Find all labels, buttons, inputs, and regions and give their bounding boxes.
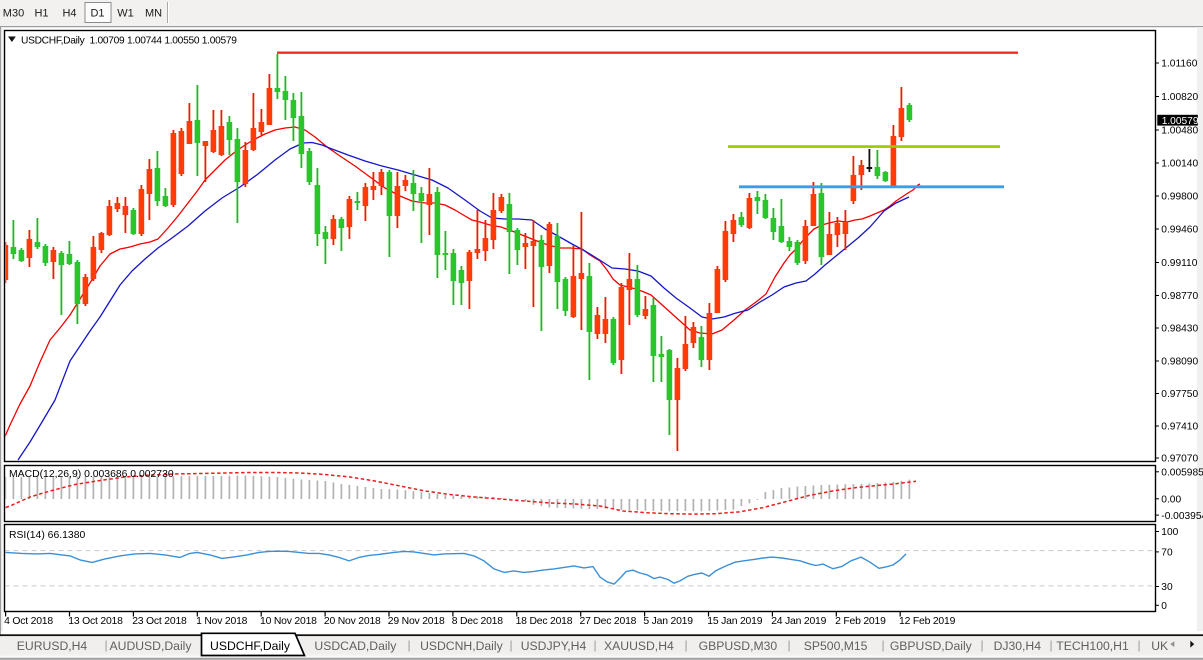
svg-text:EURUSD,H4: EURUSD,H4 [17,639,88,653]
svg-text:DJ30,H4: DJ30,H4 [994,639,1042,653]
svg-text:|: | [1137,638,1140,652]
svg-text:-0.003954: -0.003954 [1161,511,1203,522]
svg-text:4 Oct 2018: 4 Oct 2018 [4,616,53,627]
svg-text:0.98770: 0.98770 [1161,291,1198,302]
svg-text:2 Feb 2019: 2 Feb 2019 [835,616,886,627]
svg-text:0.99460: 0.99460 [1161,225,1198,236]
svg-text:|: | [407,638,410,652]
svg-text:TECH100,H1: TECH100,H1 [1056,639,1129,653]
svg-text:|: | [684,638,687,652]
svg-text:8 Dec 2018: 8 Dec 2018 [452,616,504,627]
svg-text:24 Jan 2019: 24 Jan 2019 [771,616,826,627]
svg-text:18 Dec 2018: 18 Dec 2018 [516,616,573,627]
svg-text:0.98090: 0.98090 [1161,357,1198,368]
svg-text:M30: M30 [3,8,24,20]
svg-text:|: | [881,638,884,652]
svg-text:1.00140: 1.00140 [1161,159,1198,170]
svg-text:0.97750: 0.97750 [1161,389,1198,400]
svg-text:AUDUSD,Daily: AUDUSD,Daily [110,639,193,653]
svg-text:USDCNH,Daily: USDCNH,Daily [420,639,504,653]
svg-text:0.99800: 0.99800 [1161,192,1198,203]
svg-text:1.01160: 1.01160 [1161,59,1197,70]
svg-text:15 Jan 2019: 15 Jan 2019 [707,616,762,627]
svg-text:100: 100 [1161,527,1178,538]
svg-text:10 Nov 2018: 10 Nov 2018 [260,616,317,627]
svg-text:|: | [1049,638,1052,652]
svg-text:RSI(14) 66.1380: RSI(14) 66.1380 [9,530,85,541]
svg-text:USDCAD,Daily: USDCAD,Daily [314,639,397,653]
svg-text:USDJPY,H4: USDJPY,H4 [521,639,587,653]
svg-text:|: | [980,638,983,652]
svg-text:29 Nov 2018: 29 Nov 2018 [388,616,445,627]
svg-text:MACD(12,26,9) 0.003686 0.00273: MACD(12,26,9) 0.003686 0.002730 [9,469,174,480]
svg-text:|: | [104,638,107,652]
svg-text:XAUUSD,H4: XAUUSD,H4 [604,639,674,653]
svg-text:1 Nov 2018: 1 Nov 2018 [196,616,248,627]
svg-text:12 Feb 2019: 12 Feb 2019 [899,616,956,627]
svg-text:0.00: 0.00 [1161,495,1181,506]
svg-text:0.99110: 0.99110 [1161,258,1197,269]
svg-text:13 Oct 2018: 13 Oct 2018 [68,616,123,627]
svg-text:MN: MN [145,8,162,20]
svg-text:UK: UK [1151,639,1168,653]
svg-text:SP500,M15: SP500,M15 [804,639,868,653]
svg-text:27 Dec 2018: 27 Dec 2018 [580,616,637,627]
svg-text:|: | [787,638,790,652]
svg-text:0.97070: 0.97070 [1161,454,1198,465]
svg-text:0: 0 [1161,601,1167,612]
svg-text:70: 70 [1161,548,1173,559]
svg-text:30: 30 [1161,582,1173,593]
svg-text:1.00820: 1.00820 [1161,92,1198,103]
svg-text:23 Oct 2018: 23 Oct 2018 [132,616,187,627]
svg-text:1.00480: 1.00480 [1161,126,1198,137]
svg-text:20 Nov 2018: 20 Nov 2018 [324,616,381,627]
svg-text:D1: D1 [90,8,104,20]
svg-text:GBPUSD,Daily: GBPUSD,Daily [890,639,973,653]
svg-text:0.98430: 0.98430 [1161,324,1198,335]
svg-text:|: | [593,638,596,652]
svg-text:H4: H4 [62,8,76,20]
svg-text:GBPUSD,M30: GBPUSD,M30 [699,639,778,653]
svg-text:W1: W1 [117,8,134,20]
svg-text:|: | [509,638,512,652]
svg-text:5 Jan 2019: 5 Jan 2019 [643,616,693,627]
svg-text:0.97410: 0.97410 [1161,422,1198,433]
svg-text:H1: H1 [34,8,48,20]
svg-text:1.00579: 1.00579 [1162,116,1199,127]
svg-text:USDCHF,Daily 1.00709 1.00744: USDCHF,Daily 1.00709 1.00744 1.00550 1.0… [21,36,237,47]
svg-text:0.005985: 0.005985 [1161,468,1203,479]
svg-text:USDCHF,Daily: USDCHF,Daily [210,639,291,653]
